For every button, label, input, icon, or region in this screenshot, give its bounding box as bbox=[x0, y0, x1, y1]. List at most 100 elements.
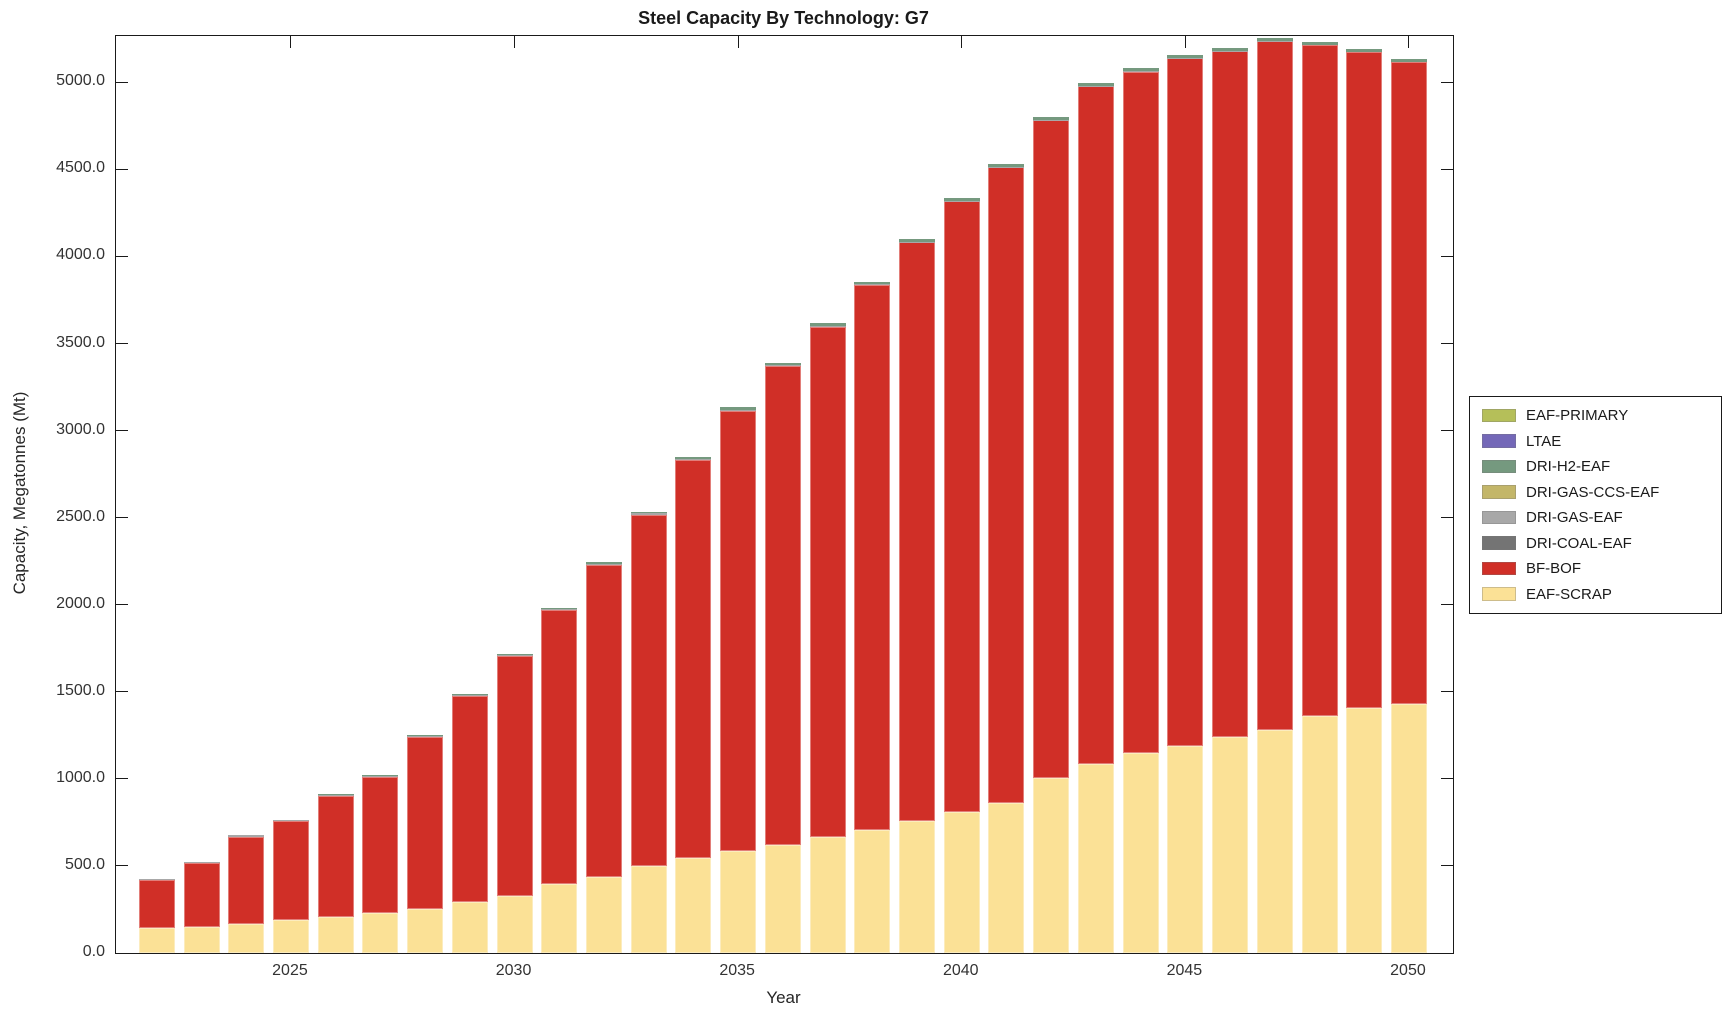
segment-DRI-H2-EAF bbox=[1077, 83, 1114, 86]
y-tick bbox=[116, 168, 128, 170]
segment-EAF-SCRAP bbox=[1256, 729, 1293, 953]
segment-BF-BOF bbox=[228, 836, 265, 924]
legend-label-EAF-SCRAP: EAF-SCRAP bbox=[1526, 585, 1612, 603]
segment-EAF-SCRAP bbox=[496, 895, 533, 953]
segment-DRI-H2-EAF bbox=[496, 653, 533, 656]
segment-DRI-H2-EAF bbox=[1033, 117, 1070, 120]
segment-BF-BOF bbox=[943, 201, 980, 812]
y-tick-label: 4000.0 bbox=[56, 246, 105, 264]
segment-DRI-H2-EAF bbox=[764, 362, 801, 365]
y-tick-right bbox=[1441, 952, 1453, 954]
segment-DRI-GAS-EAF bbox=[899, 241, 936, 243]
segment-BF-BOF bbox=[764, 365, 801, 845]
segment-DRI-GAS-EAF bbox=[1167, 58, 1204, 60]
segment-DRI-GAS-EAF bbox=[943, 200, 980, 202]
y-tick bbox=[116, 81, 128, 83]
segment-BF-BOF bbox=[1256, 41, 1293, 730]
x-tick-label: 2025 bbox=[272, 962, 308, 979]
segment-EAF-SCRAP bbox=[675, 857, 712, 953]
segment-DRI-H2-EAF bbox=[407, 734, 444, 736]
legend-swatch-DRI-COAL-EAF bbox=[1482, 536, 1516, 550]
segment-EAF-SCRAP bbox=[362, 912, 399, 953]
legend-label-DRI-H2-EAF: DRI-H2-EAF bbox=[1526, 458, 1611, 475]
segment-BF-BOF bbox=[1390, 62, 1427, 705]
legend: EAF-PRIMARY LTAE DRI-H2-EAF DRI-GAS-CCS-EAF… bbox=[1469, 396, 1722, 614]
segment-EAF-SCRAP bbox=[630, 865, 667, 953]
segment-EAF-SCRAP bbox=[407, 908, 444, 953]
segment-EAF-SCRAP bbox=[183, 926, 220, 953]
segment-DRI-GAS-EAF bbox=[407, 735, 444, 738]
x-tick-label: 2050 bbox=[1390, 962, 1426, 979]
y-tick bbox=[116, 604, 128, 606]
segment-EAF-SCRAP bbox=[541, 883, 578, 953]
segment-BF-BOF bbox=[317, 796, 354, 917]
y-axis-label: Capacity, Megatonnes (Mt) bbox=[10, 391, 29, 595]
plot-area bbox=[115, 35, 1454, 954]
segment-BF-BOF bbox=[451, 695, 488, 902]
segment-EAF-SCRAP bbox=[1301, 716, 1338, 953]
y-tick-right bbox=[1441, 430, 1453, 432]
x-tick-top bbox=[737, 36, 739, 48]
y-tick-label: 5000.0 bbox=[56, 72, 105, 90]
y-tick-right bbox=[1441, 343, 1453, 345]
x-tick-top bbox=[290, 36, 292, 48]
segment-EAF-SCRAP bbox=[988, 802, 1025, 953]
segment-EAF-SCRAP bbox=[1077, 764, 1114, 953]
y-tick-right bbox=[1441, 255, 1453, 257]
segment-DRI-GAS-EAF bbox=[854, 284, 891, 286]
segment-DRI-H2-EAF bbox=[675, 457, 712, 459]
segment-DRI-H2-EAF bbox=[317, 794, 354, 796]
legend-row-LTAE: LTAE bbox=[1482, 433, 1711, 450]
segment-EAF-SCRAP bbox=[586, 876, 622, 953]
segment-EAF-SCRAP bbox=[1212, 737, 1249, 953]
legend-row-EAF-PRIMARY: EAF-PRIMARY bbox=[1482, 407, 1711, 424]
segment-DRI-GAS-EAF bbox=[317, 794, 354, 797]
y-tick-label: 3000.0 bbox=[56, 420, 105, 438]
segment-DRI-GAS-EAF bbox=[675, 458, 712, 460]
y-tick bbox=[116, 430, 128, 432]
segment-DRI-GAS-EAF bbox=[988, 166, 1025, 168]
legend-label-DRI-COAL-EAF: DRI-COAL-EAF bbox=[1526, 534, 1632, 552]
segment-BF-BOF bbox=[675, 460, 712, 858]
segment-EAF-SCRAP bbox=[720, 850, 757, 953]
segment-DRI-GAS-EAF bbox=[1033, 119, 1070, 121]
segment-BF-BOF bbox=[362, 777, 399, 913]
y-tick-label: 1000.0 bbox=[56, 768, 105, 786]
segment-DRI-H2-EAF bbox=[988, 164, 1025, 167]
segment-DRI-H2-EAF bbox=[1390, 59, 1427, 63]
y-tick bbox=[116, 952, 128, 954]
segment-DRI-H2-EAF bbox=[541, 607, 578, 610]
segment-BF-BOF bbox=[1346, 52, 1383, 709]
segment-BF-BOF bbox=[586, 564, 622, 877]
y-tick-right bbox=[1441, 691, 1453, 693]
segment-DRI-H2-EAF bbox=[943, 198, 980, 201]
legend-label-DRI-GAS-CCS-EAF: DRI-GAS-CCS-EAF bbox=[1526, 483, 1660, 501]
segment-DRI-GAS-EAF bbox=[586, 563, 622, 565]
segment-DRI-GAS-EAF bbox=[764, 364, 801, 366]
x-axis-label: Year bbox=[766, 988, 801, 1007]
x-tick-label: 2040 bbox=[942, 962, 979, 979]
segment-DRI-GAS-EAF bbox=[272, 819, 309, 822]
y-tick-label: 4500.0 bbox=[56, 159, 105, 177]
segment-BF-BOF bbox=[183, 862, 220, 927]
segment-BF-BOF bbox=[1077, 86, 1114, 765]
segment-EAF-SCRAP bbox=[138, 927, 175, 953]
y-tick-right bbox=[1441, 168, 1453, 170]
segment-DRI-GAS-EAF bbox=[1077, 85, 1114, 87]
segment-DRI-H2-EAF bbox=[451, 693, 488, 695]
segment-DRI-GAS-EAF bbox=[809, 325, 846, 327]
segment-BF-BOF bbox=[809, 326, 846, 837]
legend-row-EAF-SCRAP: EAF-SCRAP bbox=[1482, 586, 1711, 603]
y-tick-label: 2000.0 bbox=[56, 594, 105, 612]
segment-BF-BOF bbox=[1301, 44, 1338, 717]
segment-BF-BOF bbox=[854, 284, 891, 830]
y-tick-label: 1500.0 bbox=[56, 681, 105, 699]
segment-DRI-H2-EAF bbox=[1122, 68, 1159, 72]
segment-DRI-GAS-EAF bbox=[720, 409, 757, 411]
segment-DRI-GAS-EAF bbox=[228, 835, 265, 837]
y-tick-right bbox=[1441, 865, 1453, 867]
segment-DRI-H2-EAF bbox=[362, 775, 399, 777]
segment-DRI-H2-EAF bbox=[1301, 41, 1338, 45]
y-tick bbox=[116, 865, 128, 867]
